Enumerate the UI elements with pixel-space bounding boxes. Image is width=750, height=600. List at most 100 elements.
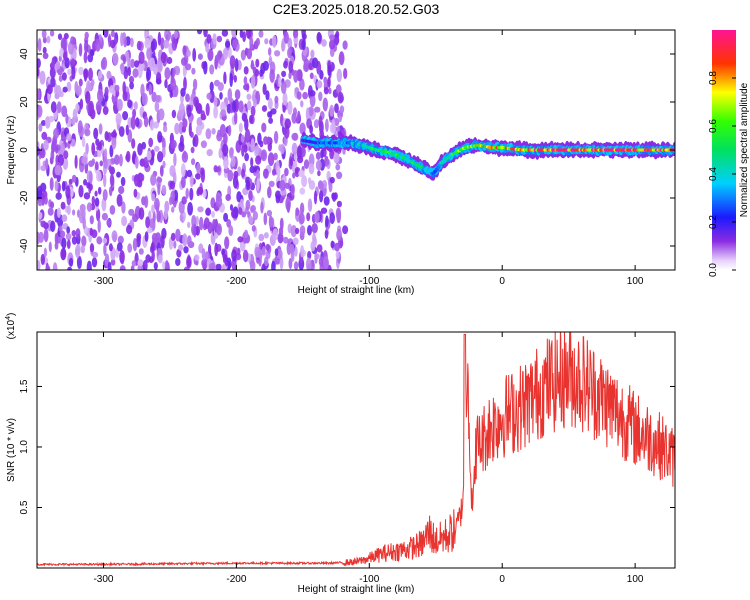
- noise-blob: [335, 84, 342, 95]
- noise-blob: [243, 76, 248, 85]
- noise-blob: [231, 209, 237, 219]
- snr-panel: -300 -200 -100 0 100 0.5 1.0 1.5 Height of str…: [5, 313, 676, 595]
- noise-blob: [134, 60, 140, 68]
- noise-blob: [133, 174, 140, 187]
- noise-blob: [164, 67, 171, 80]
- noise-blob: [89, 183, 93, 191]
- noise-blob: [71, 58, 76, 66]
- noise-blob: [274, 50, 281, 57]
- noise-blob: [110, 39, 116, 49]
- noise-blob: [250, 105, 256, 117]
- noise-blob: [303, 159, 310, 170]
- noise-blob: [148, 83, 153, 96]
- noise-blob: [136, 40, 142, 51]
- noise-blob: [272, 228, 279, 241]
- spectrogram-y-ticks: -40 -20 0 20 40: [19, 48, 675, 253]
- noise-blob: [339, 105, 345, 114]
- noise-blob: [301, 30, 306, 38]
- noise-blob: [108, 85, 115, 94]
- noise-blob: [288, 60, 294, 73]
- noise-blob: [67, 68, 72, 76]
- noise-blob: [84, 31, 89, 39]
- noise-blob: [59, 47, 64, 58]
- snr-y-ticks: 0.5 1.0 1.5: [19, 379, 675, 514]
- x-tick-label: 0: [499, 574, 505, 585]
- x-tick-label: -100: [359, 574, 379, 585]
- noise-blob: [81, 156, 88, 165]
- colorbar-ticks: 0.0 0.2 0.4 0.6 0.8: [708, 71, 736, 277]
- noise-blob: [178, 141, 185, 152]
- noise-blob: [216, 223, 223, 236]
- noise-blob: [309, 124, 313, 134]
- noise-blob: [43, 228, 49, 243]
- noise-blob: [292, 237, 299, 245]
- noise-blob: [70, 36, 75, 45]
- noise-blob: [99, 160, 104, 167]
- noise-blob: [181, 151, 189, 163]
- spectrogram-y-label: Frequency (Hz): [6, 116, 17, 185]
- noise-blob: [299, 202, 305, 215]
- noise-blob: [49, 30, 55, 37]
- noise-blob: [95, 100, 102, 113]
- noise-blob: [329, 104, 335, 117]
- noise-blob: [260, 201, 264, 214]
- noise-blob: [146, 150, 152, 161]
- noise-blob: [267, 152, 275, 167]
- noise-blob: [132, 238, 138, 252]
- noise-blob: [162, 160, 166, 169]
- noise-blob: [318, 115, 323, 128]
- noise-blob: [58, 75, 63, 82]
- noise-blob: [271, 260, 276, 270]
- noise-blob: [178, 244, 184, 252]
- noise-blob: [207, 48, 214, 62]
- noise-blob: [201, 248, 206, 260]
- colorbar-tick-label: 0.8: [708, 71, 719, 85]
- noise-blob: [333, 117, 340, 127]
- noise-blob: [164, 260, 169, 270]
- noise-blob: [222, 143, 229, 157]
- noise-blob: [146, 66, 152, 81]
- noise-blob: [255, 69, 260, 77]
- noise-blob: [40, 253, 45, 266]
- noise-blob: [60, 201, 66, 210]
- noise-blob: [292, 172, 296, 179]
- noise-blob: [189, 173, 194, 188]
- noise-blob: [269, 69, 276, 83]
- noise-blob: [265, 90, 270, 101]
- noise-blob: [40, 120, 47, 126]
- noise-blob: [255, 155, 262, 165]
- noise-blob: [299, 225, 306, 236]
- noise-blob: [37, 260, 41, 270]
- noise-blob: [166, 56, 173, 65]
- noise-blob: [258, 233, 265, 242]
- noise-blob: [229, 55, 236, 69]
- noise-blob: [111, 94, 116, 103]
- noise-blob: [287, 100, 293, 115]
- noise-blob: [142, 260, 148, 270]
- noise-blob: [151, 249, 155, 262]
- noise-blob: [248, 190, 253, 202]
- noise-blob: [88, 67, 93, 82]
- noise-blob: [50, 220, 56, 233]
- noise-blob: [59, 230, 66, 238]
- noise-blob: [96, 170, 102, 182]
- noise-blob: [97, 149, 102, 158]
- noise-blob: [219, 92, 223, 100]
- noise-blob: [122, 81, 126, 95]
- noise-blob: [133, 101, 138, 110]
- noise-blob: [65, 113, 69, 124]
- noise-blob: [75, 228, 81, 239]
- noise-blob: [281, 70, 287, 78]
- noise-blob: [231, 249, 237, 262]
- noise-blob: [131, 260, 137, 267]
- noise-blob: [103, 243, 107, 256]
- noise-blob: [37, 105, 43, 118]
- noise-blob: [299, 187, 306, 195]
- noise-blob: [68, 178, 73, 185]
- noise-blob: [310, 49, 315, 59]
- noise-blob: [342, 40, 348, 50]
- noise-blob: [61, 214, 68, 222]
- x-tick-label: -100: [359, 276, 379, 287]
- noise-blob: [244, 144, 248, 154]
- noise-blob: [200, 169, 205, 183]
